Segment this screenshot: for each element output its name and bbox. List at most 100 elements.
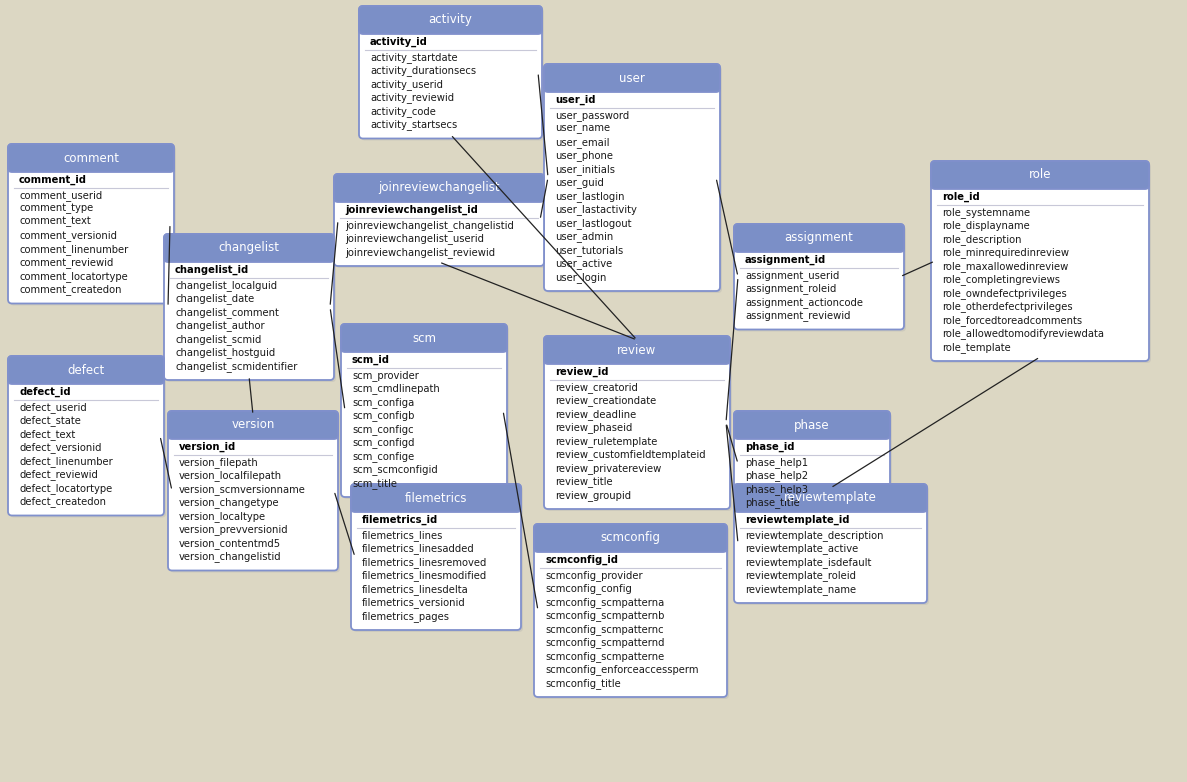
Text: activity_reviewid: activity_reviewid	[370, 92, 455, 103]
Text: review_ruletemplate: review_ruletemplate	[556, 436, 658, 447]
Text: role_systemname: role_systemname	[942, 206, 1030, 217]
Text: scmconfig: scmconfig	[601, 532, 660, 544]
Text: review_creatorid: review_creatorid	[556, 382, 637, 393]
Text: role_owndefectprivileges: role_owndefectprivileges	[942, 288, 1067, 299]
Text: joinreviewchangelist_id: joinreviewchangelist_id	[345, 205, 478, 215]
FancyBboxPatch shape	[546, 338, 732, 511]
Text: reviewtemplate_roleid: reviewtemplate_roleid	[745, 570, 856, 581]
Text: comment: comment	[63, 152, 119, 164]
Bar	[173, 429, 334, 435]
Text: user_admin: user_admin	[556, 231, 614, 242]
Text: reviewtemplate_description: reviewtemplate_description	[745, 529, 883, 540]
Bar	[937, 179, 1144, 185]
Text: phase_help2: phase_help2	[745, 470, 808, 481]
Text: activity_durationsecs: activity_durationsecs	[370, 65, 476, 76]
FancyBboxPatch shape	[169, 411, 338, 439]
Text: version_changetype: version_changetype	[179, 497, 280, 508]
Text: user_name: user_name	[556, 124, 610, 134]
Text: user_lastlogout: user_lastlogout	[556, 218, 631, 228]
Text: reviewtemplate_name: reviewtemplate_name	[745, 584, 856, 594]
Text: role_completingreviews: role_completingreviews	[942, 274, 1060, 285]
Text: role_id: role_id	[942, 192, 979, 202]
Text: comment_userid: comment_userid	[19, 190, 102, 201]
Bar	[740, 242, 899, 248]
Text: user: user	[620, 71, 645, 84]
Text: phase_title: phase_title	[745, 497, 800, 508]
FancyBboxPatch shape	[8, 144, 174, 172]
FancyBboxPatch shape	[8, 356, 164, 515]
FancyBboxPatch shape	[336, 176, 546, 268]
Text: joinreviewchangelist_reviewid: joinreviewchangelist_reviewid	[345, 247, 495, 258]
Text: review_deadline: review_deadline	[556, 409, 636, 420]
Text: scm_provider: scm_provider	[353, 370, 419, 381]
Text: scmconfig_scmpatternc: scmconfig_scmpatternc	[545, 624, 664, 635]
Bar	[339, 192, 539, 198]
Text: changelist_id: changelist_id	[174, 264, 249, 275]
Text: role_forcedtoreadcomments: role_forcedtoreadcomments	[942, 315, 1083, 326]
Text: version_scmversionname: version_scmversionname	[179, 484, 306, 495]
Text: scmconfig_scmpatterna: scmconfig_scmpatterna	[545, 597, 665, 608]
Text: user_login: user_login	[556, 272, 607, 283]
Text: version_prevversionid: version_prevversionid	[179, 524, 288, 535]
Text: review_title: review_title	[556, 476, 612, 487]
Text: filemetrics_linesmodified: filemetrics_linesmodified	[362, 570, 487, 581]
Text: scmconfig_enforceaccessperm: scmconfig_enforceaccessperm	[545, 664, 698, 675]
Text: filemetrics_lines: filemetrics_lines	[362, 529, 444, 540]
Text: review_customfieldtemplateid: review_customfieldtemplateid	[556, 450, 705, 460]
Text: comment_locatortype: comment_locatortype	[19, 271, 128, 282]
Text: joinreviewchangelist_userid: joinreviewchangelist_userid	[345, 233, 484, 244]
Text: version_changelistid: version_changelistid	[179, 551, 281, 562]
Text: review_groupid: review_groupid	[556, 490, 631, 500]
Text: defect_reviewid: defect_reviewid	[19, 469, 97, 480]
Text: activity_startdate: activity_startdate	[370, 52, 458, 63]
FancyBboxPatch shape	[734, 411, 890, 439]
Text: scm_confige: scm_confige	[353, 450, 414, 461]
Bar	[740, 429, 886, 435]
Text: filemetrics_linesdelta: filemetrics_linesdelta	[362, 584, 469, 594]
FancyBboxPatch shape	[334, 174, 544, 266]
Text: scm_id: scm_id	[353, 354, 391, 365]
Text: changelist_scmidentifier: changelist_scmidentifier	[174, 361, 298, 371]
Bar	[13, 374, 159, 380]
FancyBboxPatch shape	[544, 64, 721, 92]
Text: phase_help3: phase_help3	[745, 484, 808, 495]
FancyBboxPatch shape	[8, 356, 164, 384]
Bar	[13, 162, 169, 168]
Text: scmconfig_provider: scmconfig_provider	[545, 570, 642, 581]
FancyBboxPatch shape	[736, 413, 891, 518]
Text: activity_id: activity_id	[370, 37, 427, 47]
Text: scmconfig_scmpatternb: scmconfig_scmpatternb	[545, 610, 665, 621]
Text: version: version	[231, 418, 274, 432]
Text: version_contentmd5: version_contentmd5	[179, 538, 281, 549]
FancyBboxPatch shape	[343, 326, 509, 499]
Text: assignment_actioncode: assignment_actioncode	[745, 297, 863, 307]
FancyBboxPatch shape	[537, 526, 729, 699]
Text: comment_versionid: comment_versionid	[19, 230, 118, 241]
FancyBboxPatch shape	[544, 336, 730, 509]
Text: activity_code: activity_code	[370, 106, 436, 117]
FancyBboxPatch shape	[534, 524, 726, 552]
FancyBboxPatch shape	[351, 484, 521, 630]
Text: comment_type: comment_type	[19, 203, 94, 214]
Text: changelist: changelist	[218, 242, 279, 254]
Text: review_id: review_id	[556, 367, 609, 377]
Text: filemetrics_id: filemetrics_id	[362, 515, 438, 525]
Text: version_localtype: version_localtype	[179, 511, 266, 522]
Text: assignment_userid: assignment_userid	[745, 270, 839, 281]
Text: assignment_reviewid: assignment_reviewid	[745, 310, 851, 321]
Bar	[345, 342, 502, 348]
Text: filemetrics_linesadded: filemetrics_linesadded	[362, 543, 475, 554]
Text: changelist_author: changelist_author	[174, 321, 265, 332]
Text: user_phone: user_phone	[556, 150, 612, 161]
Bar	[550, 82, 715, 88]
Text: filemetrics_linesremoved: filemetrics_linesremoved	[362, 557, 488, 568]
FancyBboxPatch shape	[164, 234, 334, 380]
FancyBboxPatch shape	[9, 358, 166, 518]
Text: review: review	[617, 343, 656, 357]
Text: activity_userid: activity_userid	[370, 79, 443, 90]
Text: filemetrics_versionid: filemetrics_versionid	[362, 597, 465, 608]
FancyBboxPatch shape	[9, 146, 176, 306]
Text: role_displayname: role_displayname	[942, 221, 1030, 231]
Text: filemetrics_pages: filemetrics_pages	[362, 611, 450, 622]
FancyBboxPatch shape	[734, 484, 927, 603]
